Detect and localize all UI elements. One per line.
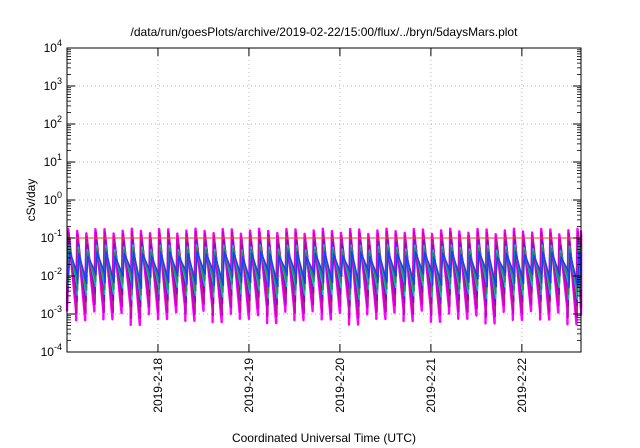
x-tick-label: 2019-2-20 [333,358,347,413]
x-tick-label: 2019-2-21 [424,358,438,413]
series-line-6 [67,247,582,296]
series-layer [65,227,583,327]
y-tick-label: 103 [44,76,62,93]
y-tick-label: 100 [44,190,62,207]
series-line-7 [67,250,582,289]
x-axis-label: Coordinated Universal Time (UTC) [232,431,416,445]
x-tick-label: 2019-2-19 [242,358,256,413]
x-axis: 2019-2-18 2019-2-19 2019-2-20 2019-2-21 2019… [151,48,529,413]
y-tick-label: 101 [44,152,62,169]
chart-title: /data/run/goesPlots/archive/2019-02-22/1… [131,25,519,39]
y-tick-label: 10-3 [41,304,62,321]
y-axis: 10-4 10-3 10-2 10-1 100 101 102 103 104 [41,38,581,359]
y-axis-label: cSv/day [24,179,38,222]
x-tick-label: 2019-2-22 [515,358,529,413]
y-tick-label: 10-4 [41,342,62,359]
y-tick-label: 10-2 [41,266,62,283]
y-tick-label: 104 [44,38,62,55]
y-tick-label: 10-1 [41,228,62,245]
y-tick-label: 102 [44,114,62,131]
x-tick-label: 2019-2-18 [151,358,165,413]
